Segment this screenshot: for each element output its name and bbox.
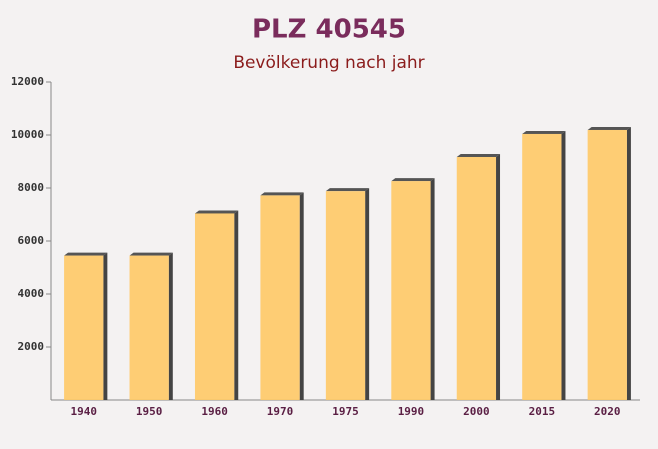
- bar-side: [168, 252, 173, 400]
- bar: [587, 129, 627, 400]
- bar: [456, 156, 497, 400]
- y-tick-label: 8000: [18, 181, 45, 194]
- x-tick-label: 1950: [136, 405, 163, 418]
- x-tick-label: 2015: [529, 405, 556, 418]
- bar-side: [561, 130, 566, 400]
- bar-top: [391, 178, 435, 182]
- bar-side: [299, 192, 304, 400]
- bar-side: [430, 178, 435, 400]
- x-tick-label: 1990: [398, 405, 425, 418]
- bar-top: [522, 130, 566, 134]
- bar: [325, 191, 366, 400]
- bar-top: [260, 192, 304, 196]
- bar: [129, 255, 169, 400]
- y-tick-label: 6000: [18, 234, 45, 247]
- x-tick-label: 1940: [70, 405, 97, 418]
- bar-side: [496, 153, 501, 400]
- bar: [194, 213, 235, 400]
- bar-top: [587, 126, 631, 130]
- bar-top: [64, 252, 108, 256]
- y-tick-label: 12000: [11, 75, 44, 88]
- x-tick-label: 1960: [201, 405, 228, 418]
- bar: [522, 133, 562, 400]
- chart-title: PLZ 40545: [252, 15, 406, 45]
- bar: [64, 255, 104, 400]
- y-tick-label: 2000: [18, 340, 45, 353]
- y-tick-label: 10000: [11, 128, 44, 141]
- bar-side: [103, 252, 108, 400]
- bar-side: [234, 210, 239, 400]
- x-tick-label: 1975: [332, 405, 359, 418]
- x-tick-label: 1970: [267, 405, 294, 418]
- bar-top: [325, 188, 370, 192]
- chart-subtitle: Bevölkerung nach jahr: [233, 53, 424, 73]
- bar-top: [456, 153, 501, 157]
- bar: [260, 195, 300, 400]
- x-tick-label: 2000: [463, 405, 490, 418]
- y-tick-label: 4000: [18, 287, 45, 300]
- bar-top: [194, 210, 239, 214]
- bar-side: [626, 126, 631, 400]
- bar: [391, 181, 431, 400]
- bar-side: [365, 188, 370, 400]
- x-tick-label: 2020: [594, 405, 621, 418]
- bar-top: [129, 252, 173, 256]
